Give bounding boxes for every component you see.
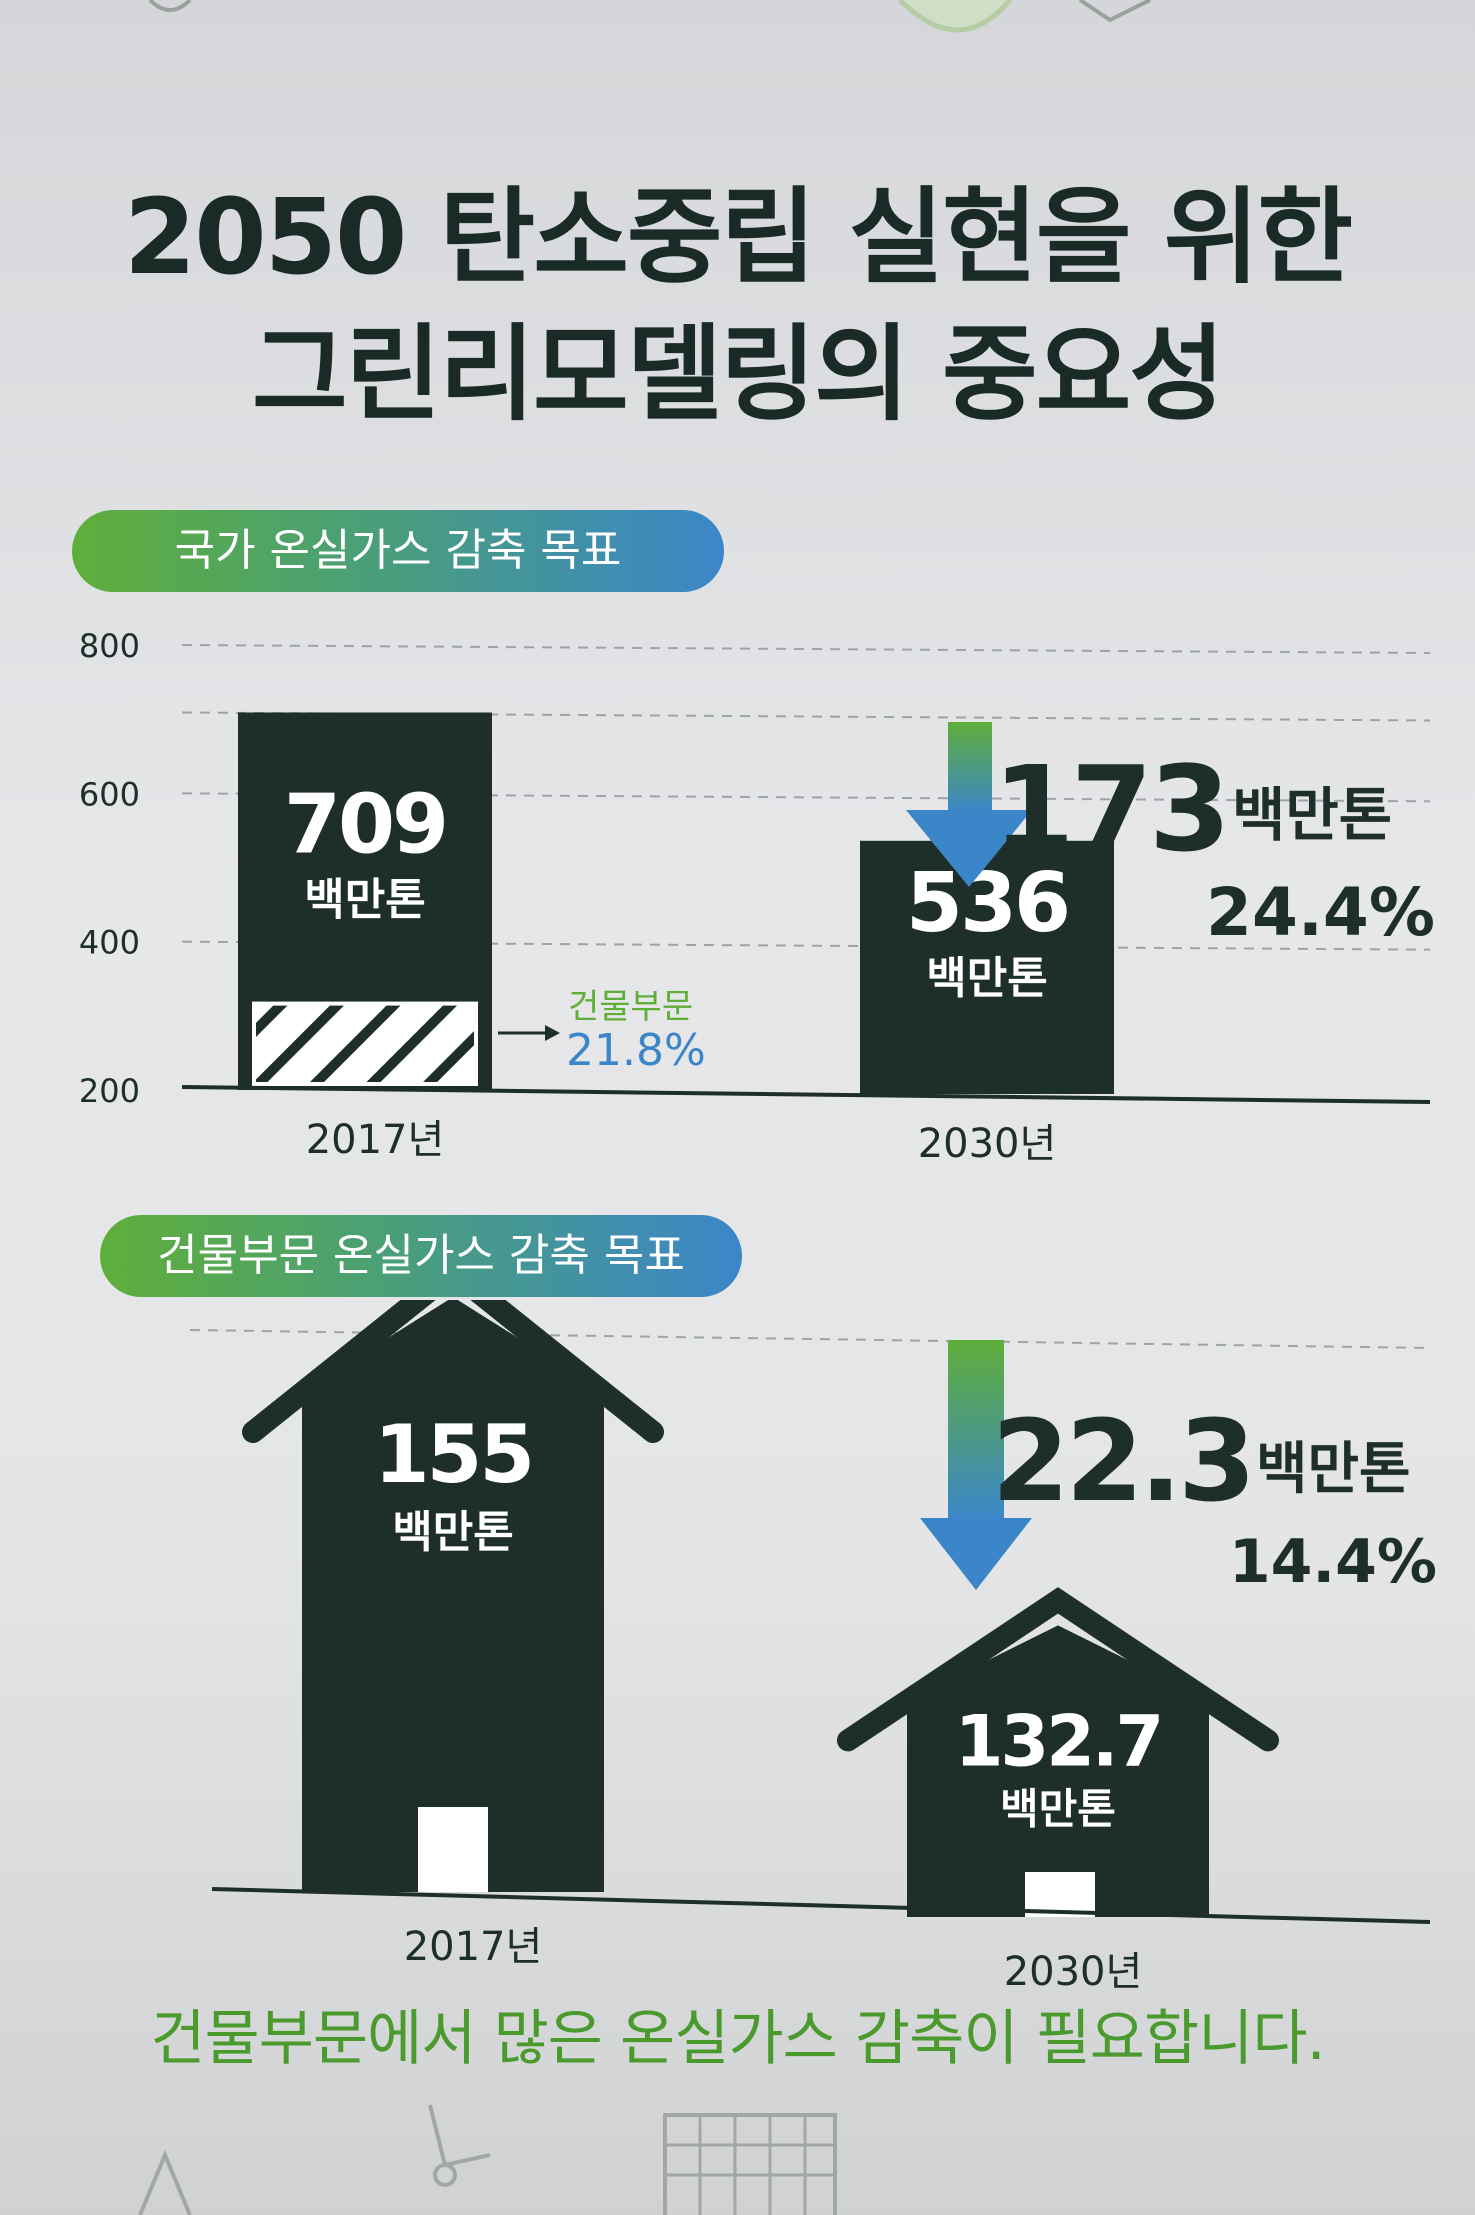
building-share-hatch <box>252 1001 478 1087</box>
house-body-2 <box>907 1625 1209 1917</box>
national-y-tick-label: 800 <box>79 627 140 665</box>
building-reduction-unit: 백만톤 <box>1256 1437 1411 1502</box>
national-x-label: 2017년 <box>306 1117 445 1163</box>
national-bar-unit: 백만톤 <box>926 953 1047 1004</box>
national-reduction-arrow <box>906 722 1032 887</box>
house-unit: 백만톤 <box>392 1507 513 1558</box>
house-unit: 백만톤 <box>1000 1784 1116 1833</box>
national-reduction-unit: 백만톤 <box>1232 781 1392 849</box>
house-value: 155 <box>374 1408 532 1501</box>
wind-turbine-icon <box>433 2163 457 2187</box>
building-share-value: 21.8% <box>566 1025 706 1076</box>
national-reduction-percent: 24.4% <box>1206 874 1435 951</box>
national-bars <box>238 712 1114 1094</box>
national-bar-value: 709 <box>284 777 446 872</box>
house-body-1 <box>302 1300 604 1892</box>
solar-panel-icon <box>663 2113 837 2215</box>
bottom-decoration <box>138 2104 837 2215</box>
tree-icon <box>138 2149 192 2215</box>
house-value: 132.7 <box>955 1700 1161 1782</box>
building-share-callout <box>498 1025 560 1041</box>
house-door-1 <box>418 1807 488 1892</box>
page-title-line2: 그린리모델링의 중요성 <box>251 313 1225 435</box>
national-bar-value: 536 <box>906 856 1068 951</box>
national-x-label: 2030년 <box>918 1121 1057 1167</box>
building-section-label: 건물부문 온실가스 감축 목표 <box>100 1215 742 1297</box>
page-title-line1: 2050 탄소중립 실현을 위한 <box>123 176 1353 298</box>
building-reduction-amount: 22.3 <box>992 1397 1252 1527</box>
top-decoration <box>148 0 1151 33</box>
national-y-tick-label: 400 <box>79 924 140 962</box>
house-roof-2 <box>837 1587 1279 1752</box>
national-section-label: 국가 온실가스 감축 목표 <box>72 510 724 592</box>
national-baseline <box>181 1085 1431 1104</box>
footer-message: 건물부문에서 많은 온실가스 감축이 필요합니다. <box>150 2004 1325 2074</box>
national-bar-unit: 백만톤 <box>304 874 425 925</box>
building-x-label: 2017년 <box>404 1924 543 1970</box>
national-bar-2 <box>860 840 1114 1094</box>
building-share-label: 건물부문 <box>568 987 693 1027</box>
building-reduction-arrow <box>920 1340 1032 1590</box>
house-roof-1 <box>242 1300 664 1443</box>
building-x-label: 2030년 <box>1004 1949 1143 1995</box>
national-y-ticks: 200 400 600 800 <box>79 627 140 1110</box>
building-baseline <box>211 1887 1431 1924</box>
national-gridline <box>181 644 1431 654</box>
building-reduction-percent: 14.4% <box>1229 1527 1437 1597</box>
national-reduction-amount: 173 <box>993 740 1227 878</box>
national-y-tick-label: 600 <box>79 775 140 813</box>
national-y-tick-label: 200 <box>79 1072 140 1110</box>
